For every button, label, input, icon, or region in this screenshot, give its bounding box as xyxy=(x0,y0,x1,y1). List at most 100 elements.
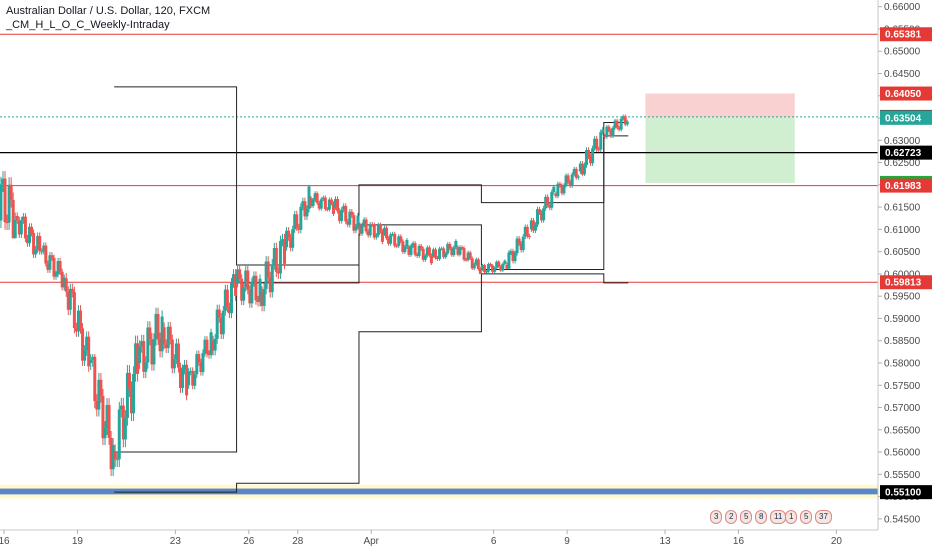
candle-body xyxy=(558,183,562,186)
candle-body xyxy=(323,197,327,210)
candle-body xyxy=(470,258,474,269)
time-tick-label: 20 xyxy=(831,536,843,547)
candle-body xyxy=(499,266,503,271)
candle-body xyxy=(136,343,140,374)
candle-body xyxy=(372,224,376,238)
price-tag-label: 0.55100 xyxy=(885,488,922,499)
indicator-name: _CM_H_L_O_C_Weekly-Intraday xyxy=(6,19,170,31)
candle-body xyxy=(127,372,131,390)
candle-body xyxy=(546,196,550,206)
candle-body xyxy=(250,282,254,304)
candle-body xyxy=(615,120,619,128)
price-tag-label: 0.59813 xyxy=(885,278,922,289)
candle-body xyxy=(79,310,83,329)
candle-body xyxy=(576,176,580,178)
candle-body xyxy=(58,261,62,272)
candle-body xyxy=(252,275,256,283)
candle-body xyxy=(587,150,591,157)
candle-body xyxy=(166,326,170,349)
candle-body xyxy=(409,245,413,255)
candle-body xyxy=(5,222,9,224)
candle-body xyxy=(466,252,470,260)
price-tag-label: 0.62723 xyxy=(885,148,922,159)
economic-event-badge[interactable]: 11 xyxy=(770,510,787,524)
candle-body xyxy=(348,211,352,225)
candle-body xyxy=(548,205,552,208)
candle-body xyxy=(209,332,213,356)
candle-body xyxy=(393,233,397,246)
candle-body xyxy=(444,253,448,258)
candle-body xyxy=(21,216,25,221)
candle-body xyxy=(387,238,391,244)
candle-body xyxy=(140,341,144,347)
candle-body xyxy=(425,247,429,256)
price-tick-label: 0.57500 xyxy=(884,381,921,392)
price-tag xyxy=(880,178,932,193)
candle-body xyxy=(152,339,156,365)
candle-body xyxy=(589,156,593,164)
price-tick-label: 0.59500 xyxy=(884,292,921,303)
candle-body xyxy=(474,259,478,265)
candle-body xyxy=(0,184,3,221)
candle-body xyxy=(183,364,187,370)
candle-body xyxy=(482,265,486,272)
price-tick-label: 0.66000 xyxy=(884,2,921,13)
candle-body xyxy=(246,270,250,290)
candle-body xyxy=(584,150,588,166)
candle-body xyxy=(368,224,372,236)
candle-body xyxy=(450,248,454,256)
candles-layer xyxy=(0,114,629,477)
price-tag xyxy=(880,275,932,290)
economic-event-badge[interactable]: 3 xyxy=(710,510,723,524)
candle-body xyxy=(160,316,164,352)
candle-body xyxy=(229,282,233,314)
candle-body xyxy=(403,246,407,252)
candle-body xyxy=(85,336,89,351)
candle-body xyxy=(484,271,488,273)
candle-body xyxy=(378,224,382,232)
candle-body xyxy=(487,263,491,272)
candle-body xyxy=(258,278,262,303)
candle-body xyxy=(199,362,203,373)
candle-body xyxy=(1,178,5,185)
candle-body xyxy=(13,220,17,239)
candle-body xyxy=(625,121,629,125)
economic-event-badge[interactable]: 5 xyxy=(740,510,753,524)
economic-event-badge[interactable]: 5 xyxy=(800,510,813,524)
candle-body xyxy=(538,209,542,213)
candle-body xyxy=(544,196,548,209)
price-tag-label: 0.61983 xyxy=(885,181,922,192)
candle-body xyxy=(70,288,74,293)
candle-body xyxy=(287,230,291,238)
candle-body xyxy=(36,236,40,250)
price-tick-label: 0.61500 xyxy=(884,203,921,214)
candle-body xyxy=(221,310,225,335)
candle-body xyxy=(238,269,242,279)
candle-body xyxy=(17,220,21,235)
candle-body xyxy=(431,249,435,257)
candle-body xyxy=(193,374,197,386)
candle-body xyxy=(529,220,533,230)
candle-body xyxy=(317,202,321,209)
candle-body xyxy=(617,127,621,130)
candle-body xyxy=(329,199,333,204)
candle-body xyxy=(54,274,58,277)
candle-body xyxy=(242,287,246,301)
candle-body xyxy=(219,317,223,335)
candle-body xyxy=(480,265,484,270)
economic-event-badge[interactable]: 8 xyxy=(755,510,768,524)
candle-body xyxy=(334,198,338,208)
candle-body xyxy=(562,185,566,194)
economic-event-badge[interactable]: 2 xyxy=(725,510,738,524)
candle-body xyxy=(556,183,560,197)
candle-body xyxy=(28,226,32,244)
economic-event-badge[interactable]: 1 xyxy=(785,510,798,524)
price-tick-label: 0.55500 xyxy=(884,470,921,481)
price-tick-label: 0.63000 xyxy=(884,136,921,147)
economic-event-badge[interactable]: 37 xyxy=(815,510,832,524)
candle-body xyxy=(421,248,425,260)
price-tick-label: 0.61000 xyxy=(884,225,921,236)
candle-body xyxy=(570,174,574,186)
candle-body xyxy=(531,220,535,231)
